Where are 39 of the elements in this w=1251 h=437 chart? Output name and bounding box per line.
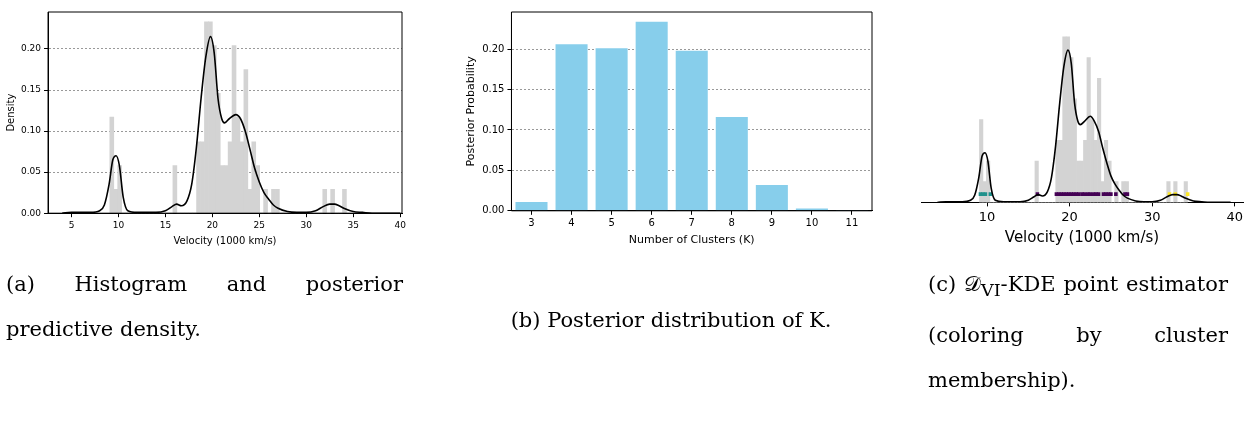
x-tick-label: 30	[1143, 208, 1161, 224]
x-tick-label: 20	[206, 219, 219, 230]
y-tick-label: 0.05	[20, 166, 42, 177]
x-tick-label: 7	[688, 217, 695, 229]
x-tick-label: 5	[608, 217, 615, 229]
x-tick-label: 11	[845, 217, 859, 229]
x-tick-label: 5	[68, 219, 75, 230]
y-tick-label: 0.20	[482, 42, 505, 54]
text: (c) 𝒟$_{VI}$-KDE point estimator (coloring by cluster membership).	[928, 272, 1228, 393]
y-axis-title: Density	[4, 93, 16, 132]
x-tick-label: 40	[1226, 208, 1244, 224]
x-tick-label: 10	[112, 219, 125, 230]
x-tick-label: 35	[347, 219, 359, 230]
x-tick-label: 40	[394, 219, 407, 230]
x-axis-title: Number of Clusters (K)	[628, 233, 755, 247]
x-tick-label: 9	[768, 217, 776, 229]
y-tick-label: 0.05	[482, 163, 505, 175]
x-tick-label: 6	[648, 217, 655, 229]
y-tick-label: 0.10	[482, 123, 505, 135]
text: (a) Histogram and posterior predictive density.	[6, 271, 403, 343]
x-axis-title: Velocity (1000 km/s)	[1004, 227, 1160, 246]
x-axis-title: Velocity (1000 km/s)	[173, 234, 277, 246]
x-tick-label: 20	[1061, 208, 1078, 224]
x-tick-label: 3	[528, 217, 535, 229]
y-axis-title: Posterior Probability	[464, 55, 478, 167]
y-tick-label: 0.00	[482, 204, 505, 216]
y-tick-label: 0.15	[482, 83, 505, 95]
x-tick-label: 10	[978, 208, 996, 224]
y-tick-label: 0.00	[20, 207, 42, 218]
x-tick-label: 30	[300, 219, 313, 230]
y-tick-label: 0.15	[20, 84, 42, 95]
y-tick-label: 0.10	[20, 125, 42, 136]
x-tick-label: 15	[159, 219, 172, 230]
x-tick-label: 10	[805, 217, 819, 229]
x-tick-label: 25	[253, 219, 266, 230]
y-tick-label: 0.20	[20, 43, 42, 54]
x-tick-label: 4	[568, 217, 575, 229]
x-tick-label: 8	[728, 217, 735, 229]
text: (b) Posterior distribution of K.	[509, 307, 833, 334]
